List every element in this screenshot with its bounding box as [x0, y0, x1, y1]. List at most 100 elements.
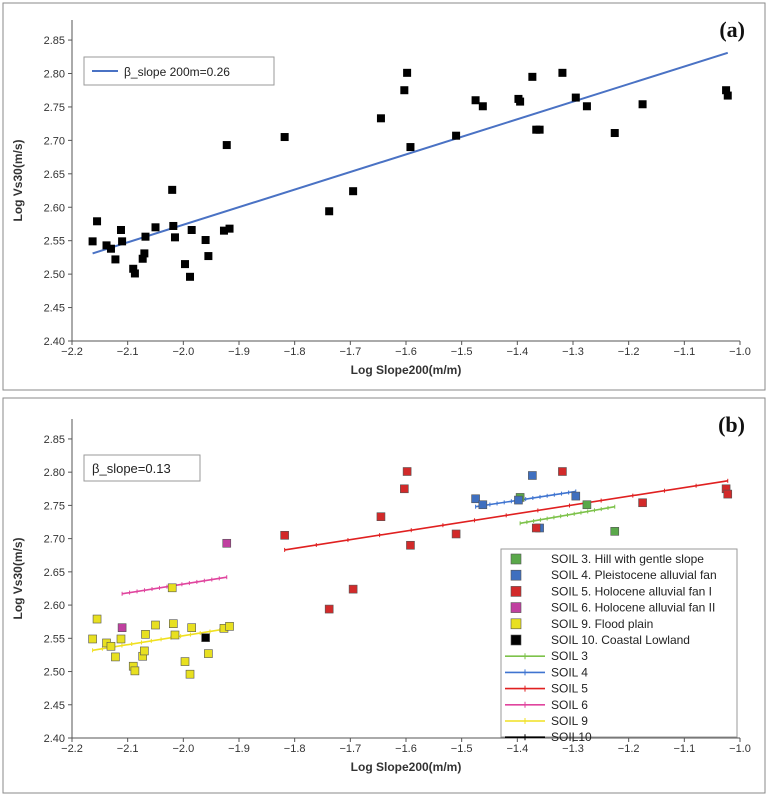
data-point	[376, 512, 386, 521]
x-tick-label: −1.8	[284, 346, 306, 358]
data-point	[324, 604, 334, 614]
legend-point-swatch	[510, 602, 522, 613]
data-point	[141, 630, 150, 639]
data-point	[106, 244, 115, 253]
legend-label: SOIL 5. Holocene alluvial fan I	[551, 584, 712, 598]
data-point	[571, 491, 581, 501]
panel-label: (a)	[719, 17, 745, 42]
legend-box	[500, 548, 738, 738]
x-tick-label: −1.5	[451, 743, 473, 755]
legend-label: SOIL 5	[551, 682, 588, 696]
data-point	[376, 114, 385, 123]
data-point	[325, 207, 334, 216]
y-tick-label: 2.60	[44, 202, 65, 214]
data-point	[222, 538, 232, 548]
data-point	[722, 86, 731, 95]
x-tick-label: −1.9	[228, 346, 250, 358]
data-point	[88, 237, 97, 246]
data-point	[186, 272, 195, 281]
panel-b: −2.2 −2.1 −2.0 −1.9 −1.8 −1.7 −1.6 −1.5 −1.4 −1.3…	[2, 397, 766, 794]
data-point	[168, 185, 177, 194]
x-tick-label: −1.4	[506, 743, 528, 755]
x-tick-label: −1.6	[395, 346, 417, 358]
panel-label: (b)	[718, 412, 745, 437]
data-point	[402, 467, 412, 476]
data-point	[528, 72, 537, 81]
data-point	[406, 143, 415, 152]
data-point	[478, 500, 488, 510]
y-tick-label: 2.80	[44, 69, 65, 81]
x-tick-label: −1.1	[673, 743, 695, 755]
data-point	[471, 494, 480, 504]
data-point	[140, 249, 149, 258]
beta-annotation: β_slope=0.13	[83, 454, 201, 482]
y-tick-label: 2.50	[44, 269, 65, 281]
y-tick-label: 2.70	[44, 135, 65, 147]
data-point	[170, 630, 180, 640]
legend-point-swatch	[510, 618, 522, 630]
legend: β_slope 200m=0.26	[83, 56, 275, 86]
data-point	[638, 100, 647, 109]
data-point	[400, 484, 409, 494]
x-tick-label: −2.1	[117, 346, 139, 358]
y-axis-title: Log Vs30(m/s)	[11, 139, 25, 221]
data-point	[138, 254, 147, 263]
data-point	[219, 226, 228, 235]
data-point	[187, 225, 196, 234]
x-tick-label: −1.3	[562, 346, 584, 358]
x-tick-label: −2.2	[61, 743, 83, 755]
data-point	[111, 255, 120, 264]
legend: SOIL 3. Hill with gentle slope SOIL 4. Pl…	[500, 548, 738, 744]
y-tick-label: 2.45	[44, 700, 65, 712]
data-point	[723, 91, 732, 100]
y-tick-label: 2.40	[44, 733, 65, 745]
x-tick-label: −2.1	[117, 743, 139, 755]
x-tick-label: −1.7	[339, 743, 361, 755]
x-tick-label: −1.4	[506, 346, 528, 358]
x-tick-label: −1.7	[339, 346, 361, 358]
data-point	[528, 471, 537, 480]
data-point	[514, 495, 523, 505]
data-point	[151, 223, 160, 232]
data-point	[102, 241, 111, 250]
y-tick-label: 2.40	[44, 336, 65, 348]
data-point	[638, 498, 647, 508]
data-point	[280, 133, 289, 142]
data-point	[225, 622, 234, 631]
data-point	[92, 614, 102, 624]
data-point	[451, 529, 461, 539]
legend-label: SOIL 4. Pleistocene alluvial fan	[551, 568, 717, 582]
data-point	[558, 68, 567, 77]
y-axis-title: Log Vs30(m/s)	[11, 537, 25, 619]
data-point	[471, 96, 480, 105]
data-point	[88, 634, 97, 644]
data-point	[222, 141, 231, 150]
data-point	[167, 583, 177, 593]
x-tick-label: −1.3	[562, 743, 584, 755]
x-tick-label: −1.1	[673, 346, 695, 358]
y-tick-label: 2.50	[44, 667, 65, 679]
legend-label: SOIL10	[551, 730, 592, 744]
legend-label: SOIL 6	[551, 698, 588, 712]
data-point	[516, 97, 525, 106]
legend-label: SOIL 6. Holocene alluvial fan II	[551, 601, 715, 615]
data-point	[140, 646, 149, 656]
data-point	[185, 669, 195, 679]
data-point	[610, 129, 619, 138]
annotation-box	[83, 454, 201, 482]
x-tick-label: −1.2	[618, 743, 640, 755]
x-axis-title: Log Slope200(m/m)	[351, 363, 462, 377]
x-axis-title: Log Slope200(m/m)	[351, 760, 462, 774]
x-tick-label: −2.0	[172, 743, 194, 755]
x-tick-label: −1.0	[729, 346, 751, 358]
data-point	[610, 527, 620, 536]
data-point	[535, 125, 544, 134]
y-tick-label: 2.45	[44, 303, 65, 315]
data-point	[723, 489, 733, 499]
data-point	[201, 236, 210, 245]
data-point	[117, 623, 127, 632]
x-tick-label: −1.2	[618, 346, 640, 358]
data-point	[571, 93, 580, 102]
data-point	[280, 531, 289, 540]
